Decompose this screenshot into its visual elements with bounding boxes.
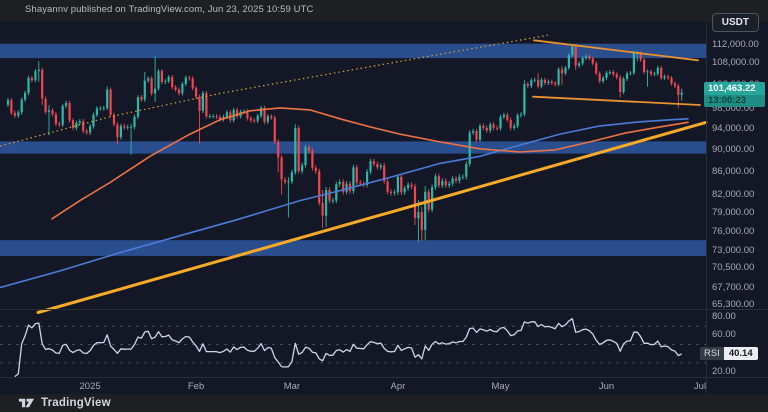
- time-axis-separator: [0, 377, 768, 378]
- zone-90k: [0, 141, 706, 154]
- price-axis-label: 82,000.00: [712, 189, 755, 201]
- rsi-badge-label: RSI: [700, 347, 724, 360]
- rsi-axis-label: 60.00: [712, 329, 736, 341]
- rsi-axis-label: 80.00: [712, 311, 736, 322]
- price-axis-label: 86,000.00: [712, 166, 755, 178]
- resistance-zone-109k-112k: [0, 43, 706, 59]
- time-axis-label-may: May: [491, 381, 510, 392]
- candles-layer: [6, 44, 683, 243]
- price-axis-label: 65,300.00: [712, 299, 755, 310]
- chart-canvas[interactable]: [0, 22, 768, 394]
- last-price-badge: 101,463.22 13:00:23: [704, 82, 765, 107]
- time-axis-label-jul: Jul: [693, 381, 707, 392]
- price-axis-label: 112,000.00: [712, 39, 759, 50]
- time-axis-label-apr: Apr: [390, 381, 406, 392]
- descending-channel-upper[interactable]: [533, 39, 699, 62]
- ma-orange-line[interactable]: [51, 107, 689, 220]
- bar-countdown: 13:00:23: [704, 95, 765, 107]
- price-axis-label: 90,000.00: [712, 144, 755, 156]
- rsi-axis-label: 20.00: [712, 366, 736, 377]
- price-axis-border: [706, 22, 707, 394]
- ma-blue-line[interactable]: [0, 118, 689, 289]
- currency-toggle-usdt[interactable]: USDT: [711, 13, 759, 32]
- ascending-trendline[interactable]: [36, 120, 708, 314]
- time-axis-label-feb: Feb: [187, 381, 205, 392]
- price-axis-label: 94,000.00: [712, 123, 755, 135]
- rsi-badge-value: 40.14: [723, 347, 758, 360]
- descending-channel-lower[interactable]: [532, 95, 701, 106]
- price-axis-label: 67,700.00: [712, 281, 755, 293]
- price-axis-label: 98,000.00: [712, 103, 755, 115]
- time-axis-label-2025: 2025: [79, 381, 101, 392]
- rsi-line: [14, 318, 682, 378]
- price-axis-label: 76,000.00: [712, 225, 755, 237]
- chart-region: [0, 22, 768, 394]
- tradingview-logo-icon[interactable]: [18, 396, 35, 410]
- tradingview-brand-text[interactable]: TradingView: [41, 397, 111, 409]
- attribution-text: Shayannv published on TradingView.com, J…: [25, 4, 314, 15]
- price-axis-label: 79,000.00: [712, 207, 755, 219]
- rsi-badge: RSI 40.14: [700, 347, 758, 360]
- dotted-trendline[interactable]: [0, 34, 549, 147]
- price-axis-label: 70,500.00: [712, 262, 755, 274]
- support-zone-73k: [0, 240, 706, 256]
- price-axis-label: 73,000.00: [712, 245, 755, 257]
- price-axis-label: 108,000.00: [712, 56, 760, 68]
- footer-bar: TradingView: [0, 394, 768, 412]
- time-axis-label-jun: Jun: [598, 381, 615, 392]
- pane-separator[interactable]: [0, 309, 768, 310]
- time-axis-label-mar: Mar: [283, 381, 301, 392]
- last-price-value: 101,463.22: [708, 83, 756, 94]
